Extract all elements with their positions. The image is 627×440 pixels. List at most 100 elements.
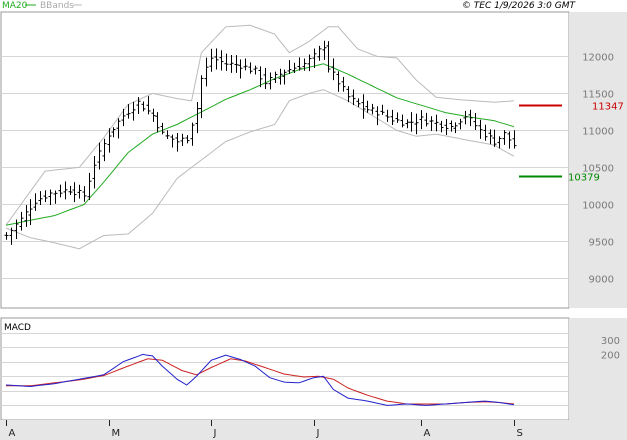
x-tick-label: S: [517, 428, 523, 439]
price-bar: [224, 53, 229, 71]
price-bars: [4, 40, 517, 245]
price-bar: [273, 71, 278, 83]
price-bar: [190, 122, 195, 146]
price-bar: [302, 58, 307, 71]
macd-axis-area: [569, 318, 627, 420]
price-bar: [370, 103, 375, 115]
price-bar: [72, 182, 77, 203]
price-y-tick-label: 11000: [582, 127, 614, 138]
price-bar: [97, 142, 102, 170]
price-bar: [292, 62, 297, 74]
bollinger-bands: [5, 24, 515, 250]
price-bar: [317, 45, 322, 61]
price-bar: [439, 120, 444, 133]
price-bar: [53, 190, 58, 204]
price-bar: [390, 109, 395, 125]
price-bar: [331, 58, 336, 81]
price-bar: [414, 113, 419, 135]
price-bar: [4, 232, 9, 240]
price-bar: [424, 112, 429, 127]
price-bar: [238, 59, 243, 79]
price-bar: [146, 96, 151, 115]
x-tick-label: M: [112, 428, 121, 439]
price-bar: [209, 48, 214, 72]
price-bar: [341, 76, 346, 92]
macd-y-tick-label: 300: [601, 336, 620, 347]
price-bar: [278, 68, 283, 85]
price-grid: [1, 56, 569, 279]
bb-upper-line: [5, 24, 515, 226]
price-bar: [400, 114, 405, 128]
price-y-tick-label: 10500: [582, 164, 614, 175]
price-bar: [380, 104, 385, 115]
price-bar: [248, 62, 253, 74]
price-bar: [307, 54, 312, 72]
support-label: 10379: [568, 173, 600, 184]
legend-ma20: MA20: [2, 1, 28, 11]
x-tick-label: J: [316, 428, 320, 439]
x-tick-label: A: [424, 428, 431, 439]
x-tick-label: A: [9, 428, 16, 439]
price-bar: [312, 48, 317, 69]
price-bar: [87, 172, 92, 200]
price-bar: [336, 71, 341, 92]
bb-lower-line: [5, 89, 515, 250]
price-bar: [121, 108, 126, 127]
signal-line: [6, 358, 515, 405]
price-bar: [449, 120, 454, 132]
price-bar: [38, 191, 43, 205]
price-bar: [126, 104, 131, 119]
price-bar: [458, 118, 463, 130]
price-bar: [195, 101, 200, 134]
price-bar: [405, 119, 410, 129]
price-bar: [219, 50, 224, 71]
price-y-tick-label: 12000: [582, 53, 614, 64]
price-bar: [199, 75, 204, 119]
copyright-text: © TEC 1/9/2026 3:0 GMT: [462, 1, 577, 11]
price-bar: [165, 130, 170, 140]
support-resistance-levels: 11347 10379: [519, 102, 624, 184]
price-bar: [483, 124, 488, 141]
macd-line: [5, 353, 515, 406]
price-bar: [33, 193, 38, 211]
price-bar: [234, 55, 239, 73]
price-bar: [229, 54, 234, 73]
price-bar: [9, 227, 14, 245]
macd-label: MACD: [4, 323, 31, 333]
price-bar: [24, 205, 29, 227]
price-bar: [185, 135, 190, 144]
price-bar: [58, 184, 63, 198]
legend: MA20 BBands: [2, 1, 82, 11]
price-bar: [512, 130, 517, 149]
price-bar: [419, 110, 424, 130]
price-bar: [63, 181, 68, 200]
price-bar: [92, 156, 97, 189]
price-bar: [151, 108, 156, 122]
price-bar: [204, 57, 209, 87]
price-bar: [375, 106, 380, 126]
price-bar: [356, 98, 361, 108]
price-bar: [322, 40, 327, 60]
price-y-tick-label: 9000: [589, 275, 614, 286]
price-bar: [429, 116, 434, 132]
price-bar: [463, 110, 468, 125]
macd-y-tick-label: 200: [601, 350, 620, 361]
price-y-tick-labels: 9000 9500 10000 10500 11000 11500 12000: [582, 53, 614, 286]
price-bar: [497, 136, 502, 149]
price-bar: [155, 112, 160, 133]
macd-lines: [5, 353, 515, 406]
resistance-label: 11347: [592, 102, 624, 113]
price-bar: [258, 66, 263, 88]
price-bar: [214, 48, 219, 70]
price-bar: [160, 122, 165, 135]
price-y-tick-label: 11500: [582, 90, 614, 101]
price-bar: [175, 133, 180, 152]
price-bar: [243, 58, 248, 71]
price-bar: [48, 189, 53, 206]
x-tick-label: J: [213, 428, 217, 439]
price-bar: [77, 184, 82, 199]
price-bar: [136, 97, 141, 115]
x-axis-area: [0, 420, 627, 440]
